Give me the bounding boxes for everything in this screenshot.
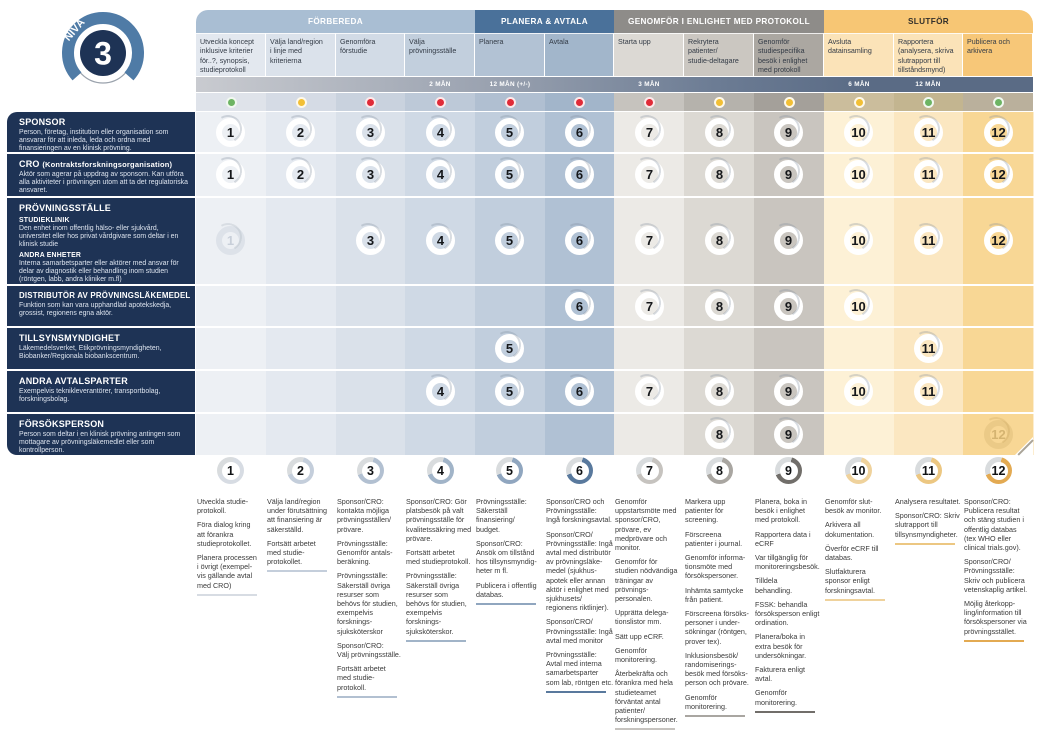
svg-text:3: 3 xyxy=(94,36,112,72)
